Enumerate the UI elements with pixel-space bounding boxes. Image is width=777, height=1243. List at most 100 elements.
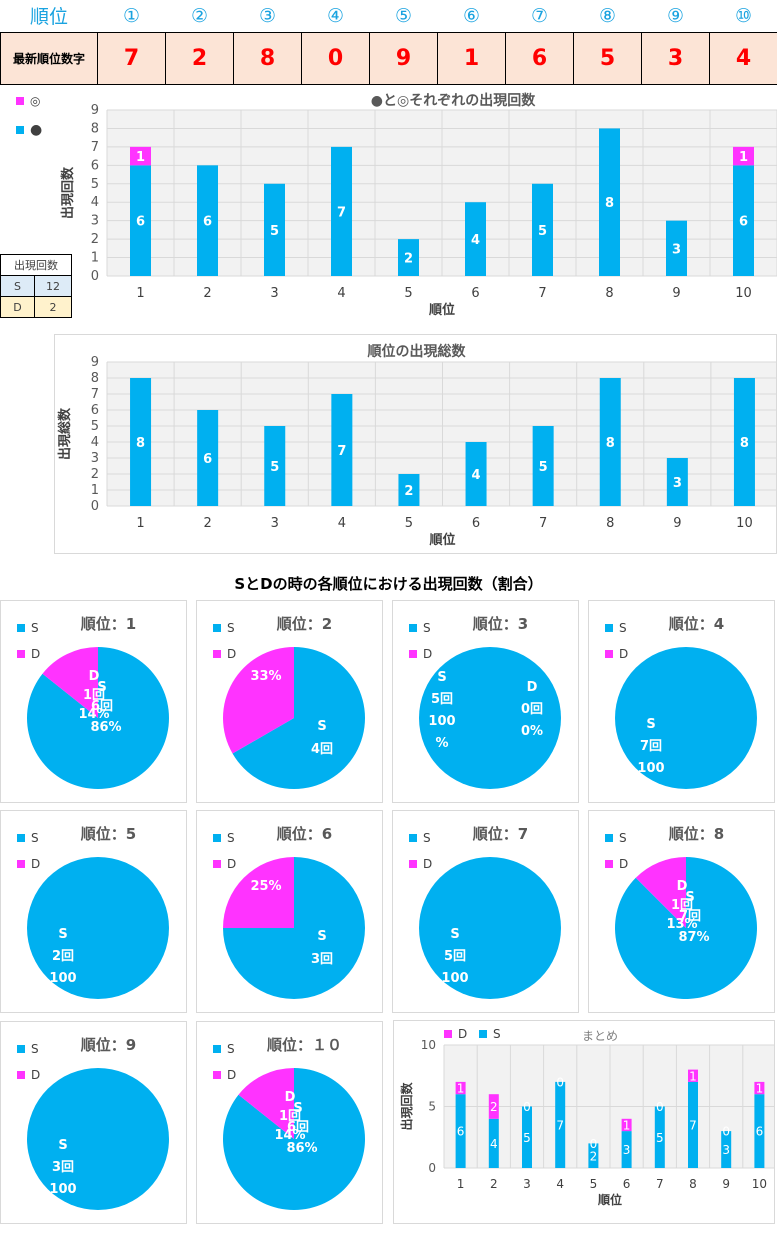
pie-slice-s [419, 857, 561, 999]
data-label: 6 [756, 1125, 764, 1139]
pie-svg: 0 S 5回 100 [419, 857, 561, 999]
pie-slice-s [615, 647, 757, 789]
pie-label-s-name: S [58, 927, 67, 942]
rank-cell: ⑤ [369, 0, 438, 33]
data-label: 7 [337, 205, 346, 220]
x-tick-label: 8 [689, 1177, 697, 1191]
y-tick-label: 0 [428, 1161, 436, 1175]
pie-legend-s: S [17, 831, 39, 845]
pie-label-d-pct: 0% [521, 724, 543, 739]
bar [688, 1081, 698, 1168]
bar [588, 1143, 599, 1168]
pie-slice-d [238, 1068, 294, 1139]
pie-label-s-count: 7回 [640, 739, 662, 754]
data-label: 6 [457, 1125, 465, 1139]
summary-legend-d: D [444, 1027, 467, 1041]
pie-label-d-pct: 0 [154, 1076, 163, 1091]
pie-svg: 0 S 3回 100 [27, 1068, 169, 1210]
pie-label-d-pct: 13% [666, 917, 697, 932]
bar [621, 1118, 632, 1132]
pie-legend-s: S [17, 1042, 39, 1056]
pie-label-d-name: D [285, 1090, 296, 1105]
data-label: 3 [672, 242, 681, 257]
pie-title: 順位：8 [668, 825, 725, 843]
x-tick-label: 7 [656, 1177, 664, 1191]
data-label: 2 [490, 1100, 498, 1114]
pie-label-s-name: S [646, 717, 655, 732]
pie-legend-d: D [409, 647, 432, 661]
bar [532, 426, 554, 506]
data-label: 5 [539, 460, 548, 475]
data-label: 1 [136, 150, 145, 165]
digit-cell: 6 [505, 31, 574, 85]
pie-slice-s [27, 857, 169, 999]
data-label: 5 [270, 460, 279, 475]
legend-s-label: ● [30, 122, 43, 138]
x-tick-label: 5 [590, 1177, 598, 1191]
summary-legend-s-label: S [493, 1027, 501, 1041]
y-tick-label: 2 [91, 467, 99, 482]
y-tick-label: 0 [91, 269, 99, 284]
y-axis-label: 出現総数 [57, 407, 73, 460]
pie-svg: 33% S 4回 [223, 647, 365, 789]
digit-cell: 0 [301, 31, 370, 85]
data-label: 0 [523, 1100, 531, 1114]
pie-title: 順位：4 [668, 615, 725, 633]
data-label: 5 [656, 1131, 664, 1145]
y-tick-label: 8 [91, 121, 99, 136]
y-tick-label: 2 [91, 232, 99, 247]
digit-cell: 9 [369, 31, 438, 85]
y-tick-label: 7 [91, 140, 99, 155]
pie-label-s-pct: 87% [678, 930, 709, 945]
data-label: 6 [136, 215, 145, 230]
bar [733, 146, 754, 166]
data-label: 2 [404, 251, 413, 266]
y-tick-label: 4 [91, 195, 99, 210]
y-tick-label: 5 [428, 1100, 436, 1114]
summary-title: まとめ [582, 1029, 619, 1043]
y-tick-label: 6 [91, 158, 99, 173]
digit-cell: 8 [233, 31, 302, 85]
pie-legend-d: D [605, 857, 628, 871]
pie-panel: 順位：8 S D D 1回 13% S 7回 87% [588, 810, 775, 1013]
x-tick-label: 9 [722, 1177, 730, 1191]
x-axis-label: 順位 [429, 302, 455, 318]
y-tick-label: 9 [91, 103, 99, 118]
count-key-d: D [0, 296, 35, 318]
pie-panel: 順位：2 S D 33% S 4回 [196, 600, 383, 803]
digit-cell: 3 [641, 31, 710, 85]
chart2-title: 順位の出現総数 [367, 344, 466, 360]
pie-label-s-pct: 100 [49, 971, 76, 986]
pie-svg: S 5回 100% D 0回 0% [419, 647, 561, 789]
pie-title: 順位：１０ [266, 1036, 342, 1054]
bar [398, 239, 419, 276]
pie-label-d-pct: 33% [250, 669, 281, 684]
pie-label-d-count: 1回 [279, 1109, 301, 1124]
bar [197, 165, 218, 276]
digit-cell: 4 [709, 31, 777, 85]
pie-legend-s: S [213, 621, 235, 635]
bar [666, 220, 687, 276]
pie-legend-d: D [213, 647, 236, 661]
bar [331, 146, 352, 276]
bar [754, 1094, 765, 1168]
pie-panel: 順位：１０ S D D 1回 14% S 6回 86% [196, 1021, 383, 1224]
bar [130, 165, 151, 276]
data-label: 6 [203, 452, 212, 467]
count-val-s: 12 [34, 275, 72, 297]
pie-label-s-name: S [293, 1101, 302, 1116]
x-tick-label: 4 [337, 286, 345, 301]
chart2-panel: 順位の出現総数 0 1 2 3 4 5 6 7 8 9 1 2 3 4 5 6 7 8 9 10 順位 出現総数 8 6 5 7 2… [54, 334, 777, 554]
x-tick-label: 2 [204, 516, 212, 531]
pie-label-s-count: 7回 [679, 909, 701, 924]
x-tick-label: 6 [472, 516, 480, 531]
pie-legend-d: D [17, 1068, 40, 1082]
bar [130, 378, 152, 506]
pie-label-s-name: S [58, 1138, 67, 1153]
rank-cell: ② [165, 0, 234, 33]
data-label: 8 [606, 436, 615, 451]
pie-slice-d [42, 647, 98, 718]
